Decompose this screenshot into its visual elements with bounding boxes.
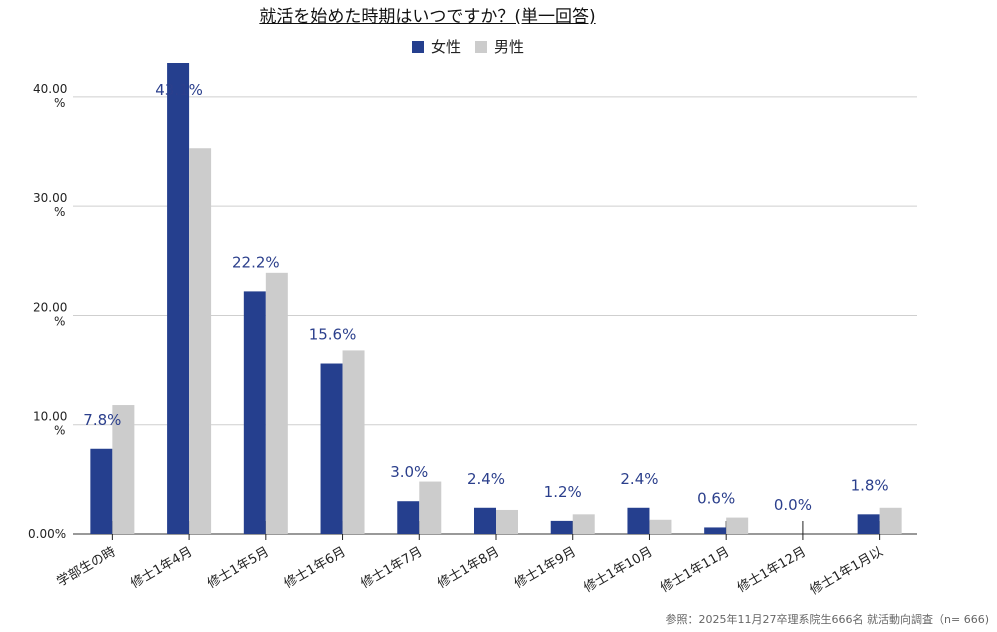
x-category-label: 修士1年9月	[512, 544, 579, 591]
bar-male	[496, 509, 518, 534]
y-tick-label: 30.00%	[33, 191, 67, 219]
bar-female	[704, 527, 727, 534]
x-category-label: 修士1年7月	[358, 544, 425, 591]
bar-female	[857, 514, 880, 534]
x-category-label: 修士1年12月	[735, 544, 809, 595]
bar-male	[572, 514, 595, 534]
data-label: 43.1%	[155, 81, 203, 99]
x-category-label: 修士1年5月	[205, 544, 272, 591]
bar-female	[243, 291, 266, 534]
bar-female	[167, 63, 190, 534]
y-tick-label: 20.00%	[33, 300, 67, 328]
data-label: 1.8%	[851, 476, 889, 494]
bar-female	[474, 507, 496, 534]
source-note: 参照：2025年11月27卒理系院生666名 就活動向調査（n= 666)	[665, 613, 989, 626]
chart-title: 就活を始めた時期はいつですか？(単一回答)	[259, 7, 596, 27]
bar-female	[550, 520, 573, 534]
legend-item-female: 女性	[412, 36, 461, 57]
y-tick-label: 40.00%	[33, 82, 67, 110]
x-category-label: 修士1年10月	[581, 544, 655, 595]
data-label: 22.2%	[232, 253, 280, 271]
legend-swatch-female	[412, 40, 424, 53]
data-label: 2.4%	[467, 470, 505, 488]
legend-item-male: 男性	[475, 36, 524, 57]
data-label: 3.0%	[390, 463, 428, 481]
legend-swatch-male	[475, 40, 488, 53]
data-label: 0.0%	[774, 496, 812, 514]
data-label: 1.2%	[544, 483, 582, 501]
bar-female	[90, 448, 113, 534]
x-category-label: 学部生の時	[54, 544, 118, 590]
bar-male	[879, 507, 902, 534]
data-label: 2.4%	[620, 470, 658, 488]
data-label: 15.6%	[309, 326, 357, 344]
bar-male	[649, 519, 672, 534]
x-category-label: 修士1年11月	[658, 544, 732, 595]
bar-male	[265, 272, 288, 534]
x-category-label: 修士1年8月	[435, 544, 502, 591]
bar-female	[627, 507, 650, 534]
legend: 女性 男性	[412, 36, 530, 57]
legend-label-female: 女性	[431, 38, 462, 56]
data-label: 0.6%	[697, 489, 735, 507]
bar-male	[342, 350, 365, 534]
x-category-label: 修士1年1月以	[808, 544, 886, 598]
y-tick-label: 10.00%	[33, 410, 67, 438]
bar-male	[112, 405, 135, 534]
bar-male	[189, 148, 212, 534]
bar-female	[320, 363, 343, 534]
data-label: 7.8%	[83, 411, 121, 429]
bar-male	[419, 481, 442, 534]
bar-male	[726, 517, 749, 534]
y-tick-label: 0.00%	[28, 527, 66, 541]
bar-female	[397, 501, 420, 534]
x-category-label: 修士1年4月	[128, 544, 195, 591]
legend-label-male: 男性	[494, 38, 525, 56]
x-category-label: 修士1年6月	[282, 544, 349, 591]
